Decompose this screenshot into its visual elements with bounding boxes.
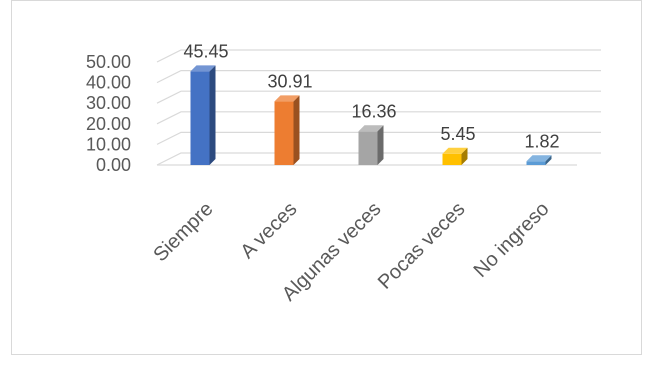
data-label: 30.91 — [267, 71, 312, 91]
gridline — [156, 49, 601, 63]
bar-top — [526, 155, 552, 162]
bar-siempre — [190, 65, 216, 165]
category-label: No ingreso — [470, 198, 554, 282]
bar-side — [209, 65, 216, 165]
category-label: Pocas veces — [374, 198, 470, 294]
bar-top — [274, 95, 300, 102]
bar-pocas-veces — [442, 147, 468, 165]
chart-frame — [11, 0, 642, 355]
bar-top — [358, 125, 384, 132]
gridline — [156, 69, 601, 84]
bar-front — [442, 153, 462, 165]
data-label: 1.82 — [524, 131, 559, 151]
bar-front — [526, 161, 546, 165]
bar-a-veces — [274, 95, 300, 165]
bar-side — [545, 155, 552, 165]
y-tick-label: 20.00 — [86, 114, 131, 134]
y-tick-label: 10.00 — [86, 134, 131, 154]
gridline — [156, 131, 601, 145]
bar-top — [190, 65, 216, 72]
y-tick-label: 40.00 — [86, 73, 131, 93]
category-label: A veces — [236, 198, 301, 263]
bar-algunas-veces — [358, 125, 384, 165]
bars — [190, 65, 552, 165]
data-labels: 45.45 30.91 16.36 5.45 1.82 — [183, 41, 559, 151]
bar-front — [190, 71, 210, 165]
data-label: 45.45 — [183, 41, 228, 61]
y-tick-label: 0.00 — [96, 155, 131, 175]
bar-side — [377, 125, 384, 165]
y-tick-label: 30.00 — [86, 93, 131, 113]
data-label: 16.36 — [351, 101, 396, 121]
bar-front — [274, 101, 294, 165]
bar-front — [358, 131, 378, 165]
bar-no-ingreso — [526, 155, 552, 165]
bar-top — [442, 147, 468, 154]
gridline — [156, 111, 601, 125]
bar-side — [293, 95, 300, 165]
gridline — [156, 90, 601, 104]
y-tick-label: 50.00 — [86, 52, 131, 72]
data-label: 5.45 — [440, 124, 475, 144]
bar-side — [461, 147, 468, 165]
category-label: Siempre — [149, 198, 217, 266]
